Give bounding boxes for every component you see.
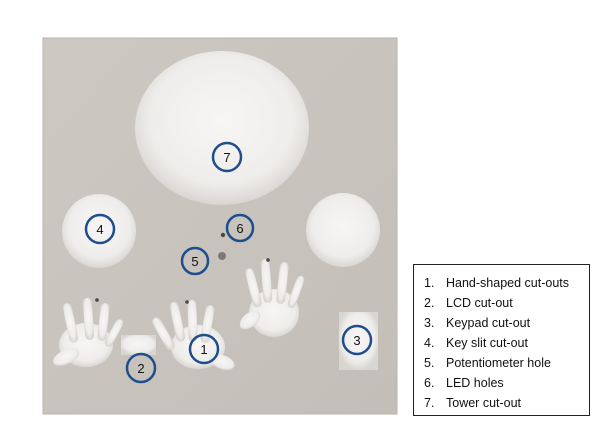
legend-item-number: 1.	[424, 276, 435, 290]
legend-item-label: Tower cut-out	[446, 396, 522, 410]
legend-item-label: LED holes	[446, 376, 504, 390]
lcd-cutout	[121, 335, 156, 355]
legend-item-number: 5.	[424, 356, 435, 370]
legend-box: 1. Hand-shaped cut-outs 2. LCD cut-out 3. K…	[413, 264, 590, 416]
legend-item-number: 7.	[424, 396, 435, 410]
legend-item: 2. LCD cut-out	[424, 293, 589, 313]
hand-cutout-right	[239, 258, 305, 337]
callout-3-number: 3	[353, 333, 360, 348]
callout-1-number: 1	[200, 342, 207, 357]
legend-item: 1. Hand-shaped cut-outs	[424, 273, 589, 293]
legend-item-number: 4.	[424, 336, 435, 350]
tower-cutout	[135, 51, 309, 205]
key-slit-cutout-left	[62, 194, 136, 268]
legend-item-label: LCD cut-out	[446, 296, 513, 310]
callout-6: 6	[225, 213, 255, 243]
potentiometer-hole	[218, 252, 226, 260]
callout-3: 3	[341, 324, 373, 356]
callout-1: 1	[188, 333, 220, 365]
legend-item: 6. LED holes	[424, 373, 589, 393]
legend-item-label: Key slit cut-out	[446, 336, 528, 350]
legend-item-label: Keypad cut-out	[446, 316, 531, 330]
callout-4: 4	[84, 213, 116, 245]
callout-6-number: 6	[236, 221, 243, 236]
legend-item-number: 6.	[424, 376, 435, 390]
legend-item: 7. Tower cut-out	[424, 393, 589, 413]
legend-item: 4. Key slit cut-out	[424, 333, 589, 353]
legend-item: 3. Keypad cut-out	[424, 313, 589, 333]
callout-5-number: 5	[191, 254, 198, 269]
callout-7: 7	[211, 141, 243, 173]
callout-7-number: 7	[223, 150, 230, 165]
hand-cutout-left	[52, 298, 124, 367]
legend-item-number: 3.	[424, 316, 435, 330]
legend-item-label: Hand-shaped cut-outs	[446, 276, 569, 290]
key-slit-cutout-right	[306, 193, 380, 267]
legend-list: 1. Hand-shaped cut-outs 2. LCD cut-out 3. K…	[424, 273, 589, 413]
callout-2-number: 2	[137, 361, 144, 376]
callout-5: 5	[180, 246, 210, 276]
legend-item: 5. Potentiometer hole	[424, 353, 589, 373]
legend-item-number: 2.	[424, 296, 435, 310]
callout-2: 2	[125, 352, 157, 384]
legend-item-label: Potentiometer hole	[446, 356, 551, 370]
callout-4-number: 4	[96, 222, 103, 237]
led-hole-1	[220, 232, 226, 238]
